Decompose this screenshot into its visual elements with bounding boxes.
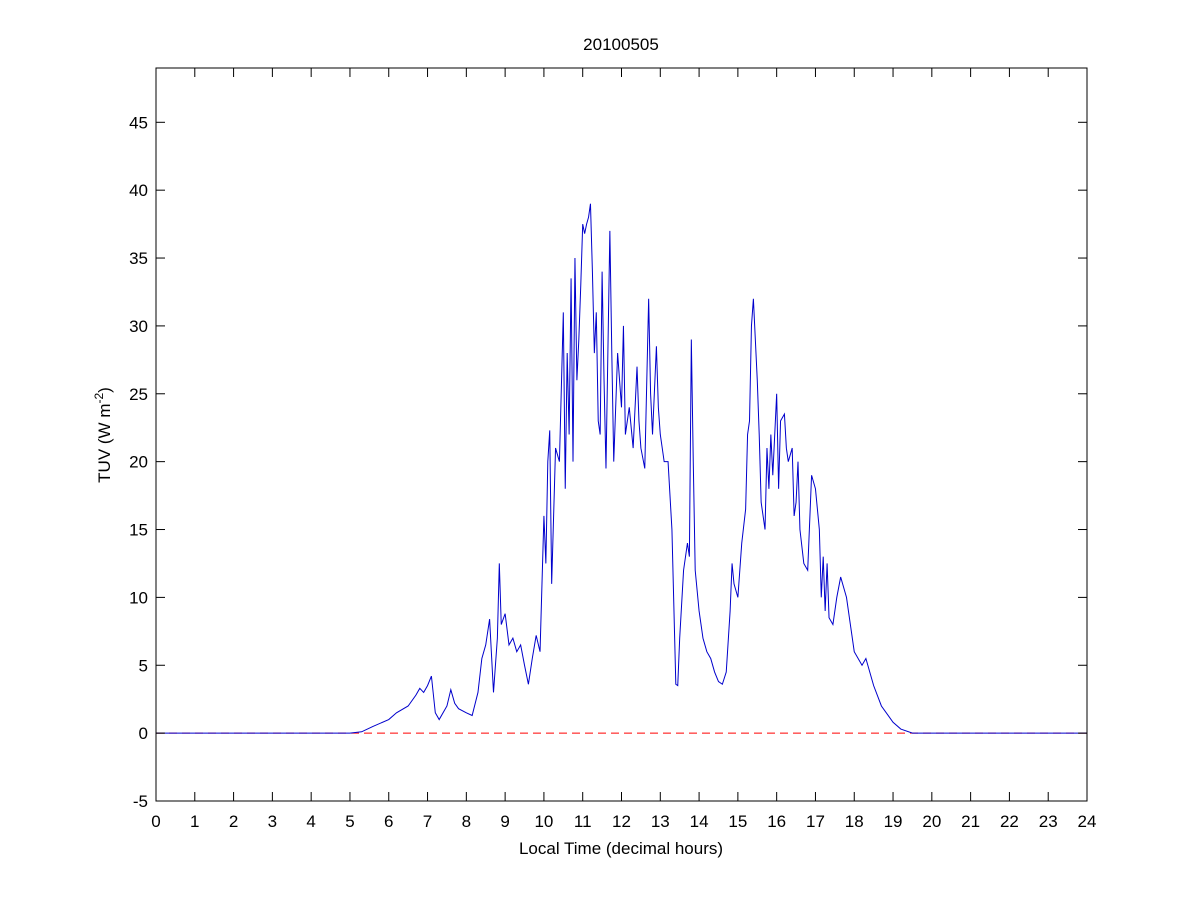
- x-tick-label: 4: [306, 812, 315, 831]
- x-tick-label: 1: [190, 812, 199, 831]
- x-tick-label: 22: [1000, 812, 1019, 831]
- y-axis-label-end: ): [95, 387, 114, 393]
- y-tick-label: 25: [129, 385, 148, 404]
- x-tick-label: 0: [151, 812, 160, 831]
- x-tick-label: 21: [961, 812, 980, 831]
- x-tick-label: 11: [574, 812, 592, 831]
- y-tick-label: 45: [129, 113, 148, 132]
- x-tick-label: 3: [268, 812, 277, 831]
- x-tick-label: 6: [384, 812, 393, 831]
- y-axis-label: TUV (W m-2): [92, 387, 114, 483]
- x-tick-label: 12: [612, 812, 631, 831]
- y-axis-label-main: TUV (W m: [95, 404, 114, 483]
- x-tick-label: 19: [884, 812, 903, 831]
- x-tick-label: 9: [500, 812, 509, 831]
- y-tick-label: 20: [129, 453, 148, 472]
- y-tick-label: -5: [133, 792, 148, 811]
- x-axis-label: Local Time (decimal hours): [519, 839, 723, 858]
- x-tick-label: 5: [345, 812, 354, 831]
- x-tick-label: 10: [534, 812, 553, 831]
- x-tick-label: 23: [1039, 812, 1058, 831]
- y-tick-label: 10: [129, 588, 148, 607]
- x-tick-label: 2: [229, 812, 238, 831]
- y-axis-label-sup: -2: [92, 393, 106, 404]
- y-tick-label: 30: [129, 317, 148, 336]
- x-tick-label: 13: [651, 812, 670, 831]
- x-tick-label: 14: [690, 812, 709, 831]
- x-tick-label: 8: [462, 812, 471, 831]
- y-tick-label: 5: [139, 656, 148, 675]
- x-tick-label: 16: [767, 812, 786, 831]
- x-tick-label: 7: [423, 812, 432, 831]
- chart-title: 20100505: [583, 35, 659, 54]
- y-tick-label: 35: [129, 249, 148, 268]
- data-line: [156, 203, 1087, 734]
- x-tick-label: 18: [845, 812, 864, 831]
- x-tick-label: 17: [806, 812, 825, 831]
- x-tick-label: 20: [922, 812, 941, 831]
- x-tick-label: 24: [1078, 812, 1097, 831]
- y-tick-label: 40: [129, 181, 148, 200]
- y-tick-label: 15: [129, 521, 148, 540]
- y-tick-label: 0: [139, 724, 148, 743]
- x-tick-label: 15: [728, 812, 747, 831]
